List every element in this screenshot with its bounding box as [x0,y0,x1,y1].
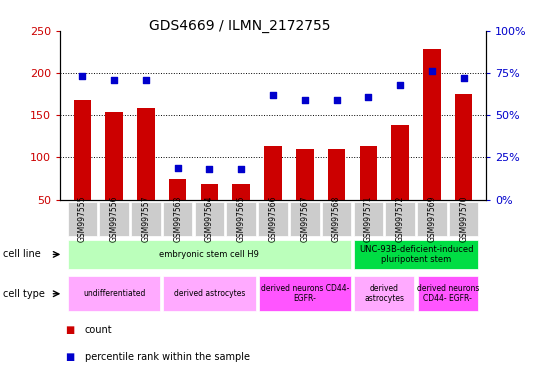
Point [110,77,118,83]
Text: GSM997571: GSM997571 [364,196,373,242]
Point [173,164,182,170]
Text: derived astrocytes: derived astrocytes [174,289,245,298]
FancyBboxPatch shape [259,276,351,311]
FancyBboxPatch shape [354,276,414,311]
Bar [137,108,155,200]
Text: cell line: cell line [3,249,40,260]
Text: ■: ■ [66,325,75,335]
Bar [74,100,91,200]
Text: GSM997555: GSM997555 [78,195,87,242]
Text: ■: ■ [66,352,75,362]
Bar [169,179,186,200]
Bar [201,184,218,200]
Text: GSM997568: GSM997568 [332,196,341,242]
Bar [264,146,282,200]
Point [78,73,87,79]
FancyBboxPatch shape [68,276,160,311]
Point [269,92,277,98]
Point [237,166,246,172]
Point [332,97,341,103]
Point [428,68,436,74]
Text: GSM997565: GSM997565 [237,195,246,242]
Text: GSM997556: GSM997556 [110,195,118,242]
Bar [233,184,250,200]
Point [300,97,309,103]
Text: GSM997567: GSM997567 [300,195,309,242]
Text: GSM997566: GSM997566 [269,195,277,242]
Text: embryonic stem cell H9: embryonic stem cell H9 [159,250,259,259]
Text: GSM997563: GSM997563 [173,195,182,242]
Text: undifferentiated: undifferentiated [83,289,145,298]
Point [396,82,405,88]
Text: derived neurons
CD44- EGFR-: derived neurons CD44- EGFR- [417,284,479,303]
Point [459,75,468,81]
Text: derived
astrocytes: derived astrocytes [364,284,404,303]
Text: GSM997569: GSM997569 [428,195,436,242]
Text: GSM997557: GSM997557 [141,195,150,242]
Bar [360,146,377,200]
FancyBboxPatch shape [418,276,478,311]
Text: UNC-93B-deficient-induced
pluripotent stem: UNC-93B-deficient-induced pluripotent st… [359,245,473,264]
FancyBboxPatch shape [163,276,256,311]
Point [141,77,150,83]
Point [364,94,373,100]
Text: derived neurons CD44-
EGFR-: derived neurons CD44- EGFR- [260,284,349,303]
Text: GSM997572: GSM997572 [396,196,405,242]
Bar [423,49,441,200]
FancyBboxPatch shape [68,240,351,269]
Bar [105,112,123,200]
Text: GSM997564: GSM997564 [205,195,214,242]
Text: count: count [85,325,112,335]
Bar [455,94,472,200]
Text: cell type: cell type [3,289,45,299]
Bar [296,149,313,200]
FancyBboxPatch shape [354,240,478,269]
Text: percentile rank within the sample: percentile rank within the sample [85,352,250,362]
Bar [391,125,409,200]
Point [205,166,214,172]
Text: GSM997570: GSM997570 [459,195,468,242]
Text: GDS4669 / ILMN_2172755: GDS4669 / ILMN_2172755 [150,19,331,33]
Bar [328,149,345,200]
